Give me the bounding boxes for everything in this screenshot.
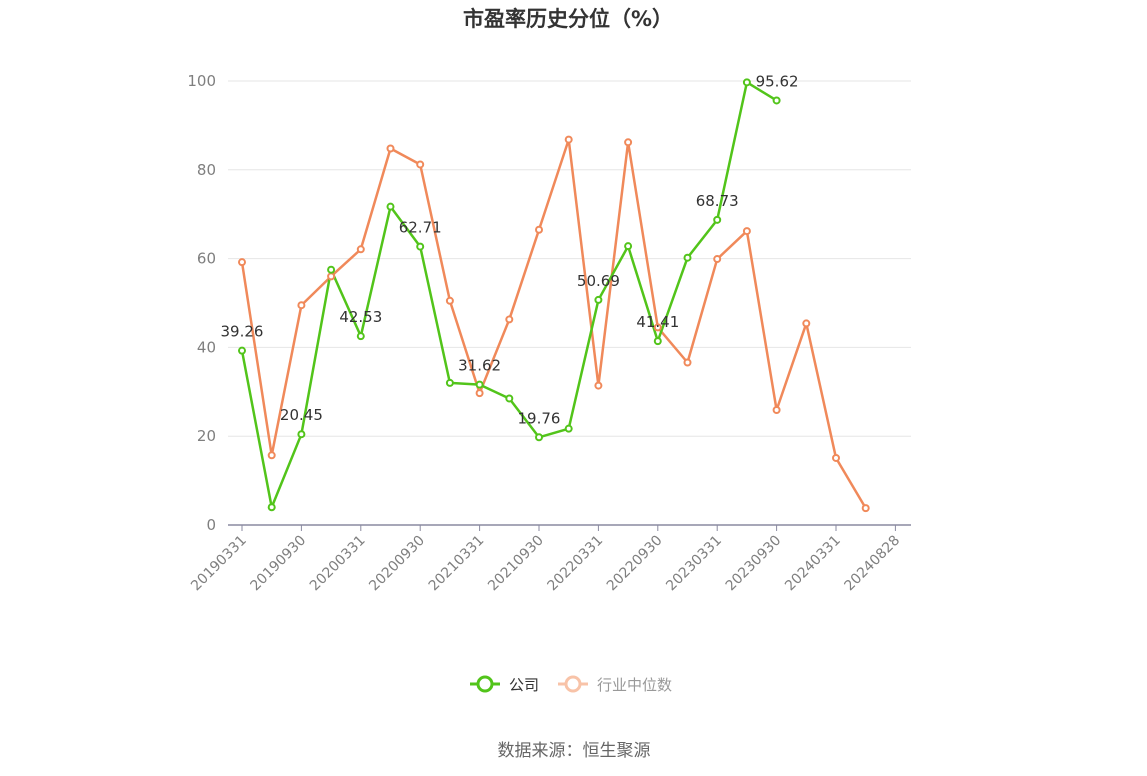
data-point xyxy=(297,430,306,439)
data-labels: 39.26 20.45 42.53 62.71 31.62 19.76 50.69 41.41… xyxy=(221,72,799,427)
x-axis: 2019033120190930202003312020093020210331… xyxy=(188,524,911,595)
grid-lines xyxy=(228,80,911,437)
data-point xyxy=(742,78,751,87)
data-point xyxy=(386,144,395,153)
data-point xyxy=(267,451,276,460)
series-line-0 xyxy=(240,81,778,509)
x-tick-label: 20220331 xyxy=(545,533,607,595)
data-point xyxy=(713,215,722,224)
data-point xyxy=(505,315,514,324)
data-point xyxy=(445,378,454,387)
y-tick-label: 60 xyxy=(197,250,216,268)
x-tick-label: 20230331 xyxy=(663,533,725,595)
data-point xyxy=(594,381,603,390)
y-axis-ticks: 0 20 40 60 80 100 xyxy=(187,72,216,534)
chart-title: 市盈率历史分位（%） xyxy=(463,7,673,31)
x-tick-label: 20240331 xyxy=(782,533,844,595)
data-point xyxy=(327,265,336,274)
data-point xyxy=(238,346,246,355)
data-point xyxy=(772,96,781,105)
data-point xyxy=(416,242,425,251)
data-point xyxy=(356,332,365,341)
legend-marker-icon xyxy=(564,675,582,693)
data-label: 42.53 xyxy=(339,308,382,326)
data-label: 39.26 xyxy=(221,323,264,341)
data-point xyxy=(297,301,306,310)
x-tick-label: 20200331 xyxy=(307,533,369,595)
data-point xyxy=(713,255,722,264)
data-point xyxy=(653,323,662,332)
data-point xyxy=(535,433,543,442)
data-point xyxy=(653,337,662,346)
data-point xyxy=(505,394,514,403)
legend: 公司 行业中位数 xyxy=(470,675,672,694)
data-point xyxy=(832,453,840,462)
data-point xyxy=(564,135,573,144)
x-tick-label: 20240828 xyxy=(842,533,904,595)
y-tick-label: 80 xyxy=(197,161,216,179)
y-tick-label: 20 xyxy=(197,427,216,445)
data-label: 62.71 xyxy=(399,219,442,237)
y-tick-label: 40 xyxy=(197,338,216,356)
data-label: 41.41 xyxy=(636,313,679,331)
data-point xyxy=(475,389,484,398)
legend-label-company: 公司 xyxy=(509,676,539,694)
data-point xyxy=(386,202,395,211)
data-point xyxy=(772,406,781,415)
data-point xyxy=(624,138,633,147)
data-point xyxy=(594,295,603,304)
data-point xyxy=(624,242,633,251)
series-points xyxy=(238,78,870,513)
data-point xyxy=(327,272,336,281)
x-tick-label: 20210331 xyxy=(426,533,488,595)
series-line-1 xyxy=(240,138,867,509)
y-tick-label: 100 xyxy=(187,72,216,90)
legend-label-industry-median: 行业中位数 xyxy=(597,676,672,694)
x-tick-label: 20210930 xyxy=(485,533,547,595)
legend-marker-icon xyxy=(476,675,494,693)
data-point xyxy=(742,227,751,236)
legend-item-company[interactable]: 公司 xyxy=(470,675,539,694)
data-point xyxy=(683,358,692,367)
data-point xyxy=(267,503,276,512)
legend-item-industry-median[interactable]: 行业中位数 xyxy=(558,675,672,694)
data-point xyxy=(564,424,573,433)
data-point xyxy=(475,380,484,389)
data-label: 95.62 xyxy=(756,72,799,90)
data-label: 31.62 xyxy=(458,357,501,375)
data-point xyxy=(683,253,692,262)
data-point xyxy=(535,225,543,234)
data-label: 20.45 xyxy=(280,406,323,424)
data-label: 50.69 xyxy=(577,272,620,290)
source-text: 数据来源：恒生聚源 xyxy=(498,741,651,761)
data-point xyxy=(861,504,870,513)
data-point xyxy=(416,160,425,169)
data-point xyxy=(356,245,365,254)
data-label: 19.76 xyxy=(518,409,561,427)
data-point xyxy=(445,296,454,305)
series-lines xyxy=(240,81,867,509)
data-label: 68.73 xyxy=(696,192,739,210)
x-tick-label: 20200930 xyxy=(366,533,428,595)
data-point xyxy=(802,319,811,328)
x-tick-label: 20190930 xyxy=(248,533,310,595)
x-tick-label: 20220930 xyxy=(604,533,666,595)
x-tick-label: 20230930 xyxy=(723,533,785,595)
y-tick-label: 0 xyxy=(206,516,216,534)
data-point xyxy=(238,258,246,267)
x-tick-label: 20190331 xyxy=(188,533,250,595)
